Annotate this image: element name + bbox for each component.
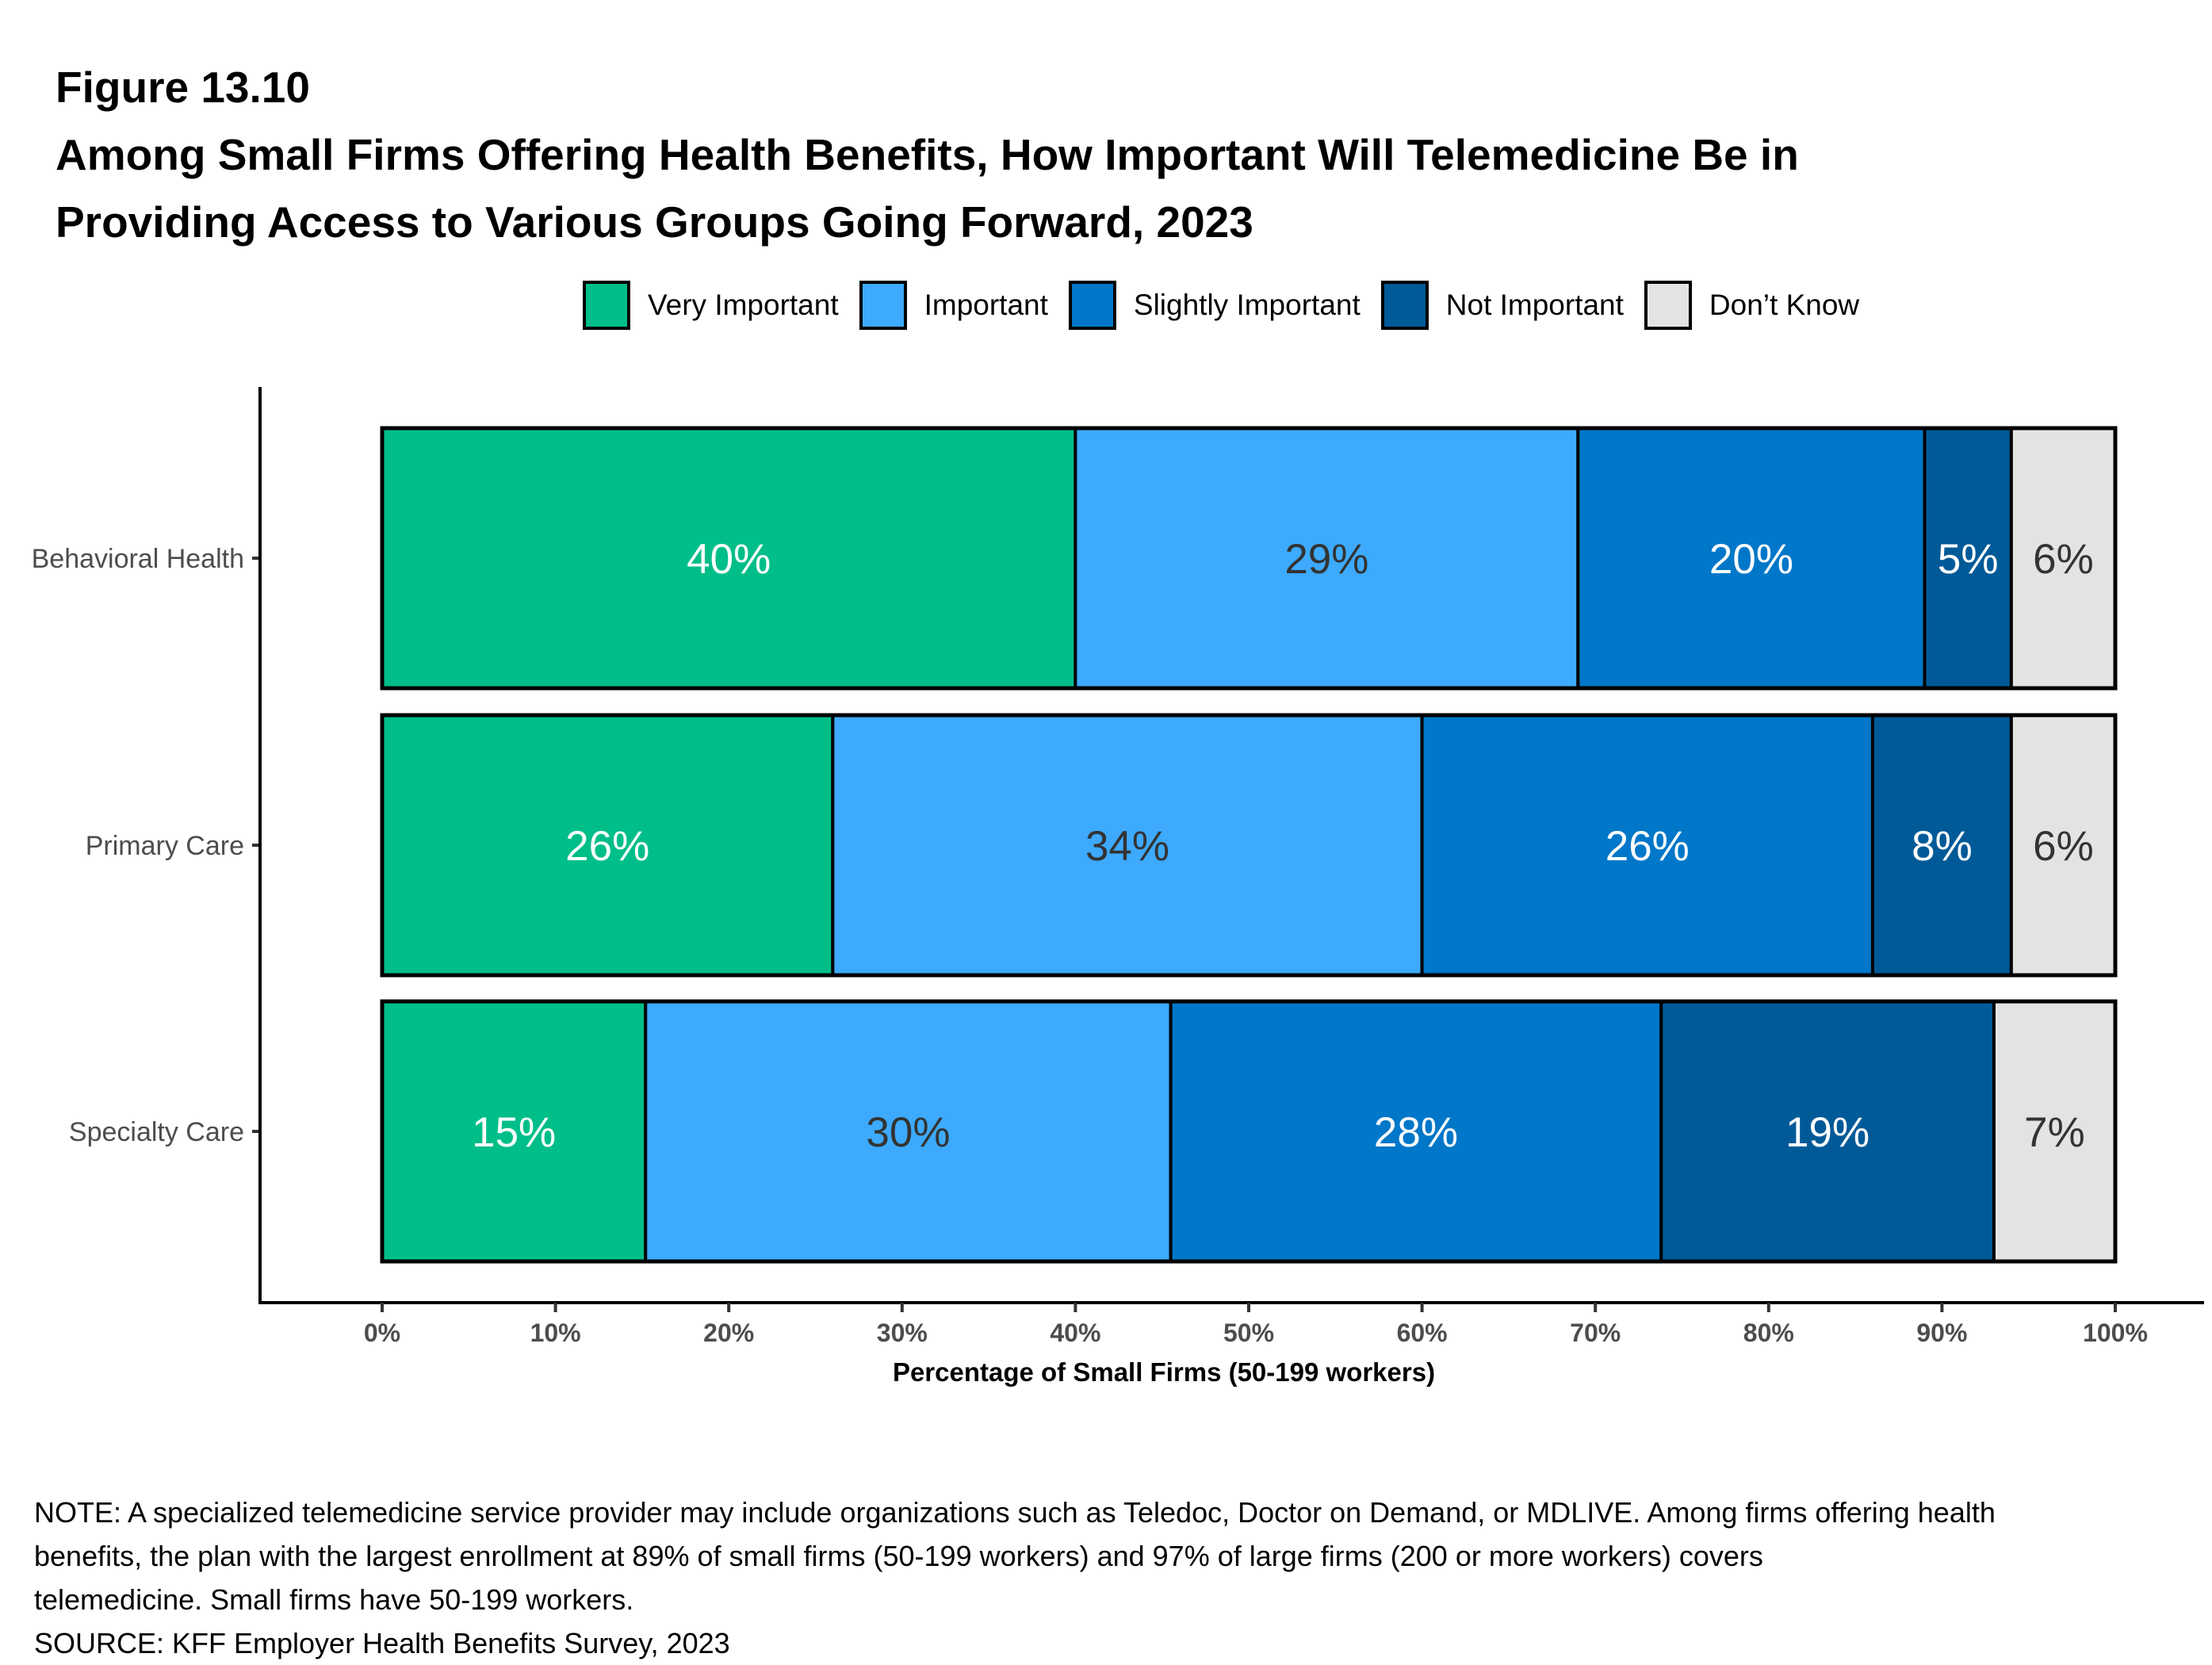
note-line-3: telemedicine. Small firms have 50-199 wo… [34,1583,634,1616]
data-label: 19% [1785,1109,1869,1156]
figure-label: Figure 13.10 [55,63,310,112]
legend-label: Very Important [648,289,839,321]
bar-outline [380,713,2118,978]
legend: Very Important Important Slightly Import… [583,278,1880,333]
x-axis-title: Percentage of Small Firms (50-199 worker… [893,1357,1435,1387]
legend-label: Important [924,289,1048,321]
bar-segment-not-important-primary-care [1870,714,2013,977]
bar-segment-slightly-important-behavioral-health [1576,427,1927,690]
bar-segment-don-t-know-primary-care [2009,714,2118,977]
legend-item-dont-know: Don’t Know [1644,281,1859,330]
bar-segment-very-important-behavioral-health [381,427,1077,690]
data-label: 28% [1374,1109,1458,1156]
legend-item-slightly-important: Slightly Important [1068,281,1360,330]
y-tick-label: Behavioral Health [32,544,244,574]
legend-swatch-not-important [1380,281,1429,330]
legend-label: Don’t Know [1709,289,1860,321]
legend-label: Slightly Important [1133,289,1360,321]
notes: NOTE: A specialized telemedicine service… [34,1491,1996,1665]
data-label: 26% [565,823,649,870]
data-label: 20% [1709,536,1793,583]
x-tick-label: 10% [530,1319,581,1347]
data-label: 26% [1605,823,1690,870]
legend-item-important: Important [859,281,1048,330]
legend-item-very-important: Very Important [583,281,839,330]
legend-swatch-slightly-important [1068,281,1116,330]
legend-swatch-very-important [583,281,630,330]
data-label: 34% [1085,823,1169,870]
x-tick-label: 100% [2083,1319,2148,1347]
bar-outline [380,426,2118,691]
data-label: 5% [1938,536,1999,583]
bars-group [380,426,2118,1264]
data-label: 7% [2024,1109,2085,1156]
data-label: 6% [2033,536,2094,583]
chart-title-line-1: Among Small Firms Offering Health Benefi… [55,130,1799,179]
bar-segment-slightly-important-specialty-care [1169,1000,1663,1263]
data-label: 8% [1912,823,1973,870]
x-tick-label: 60% [1397,1319,1448,1347]
bar-segment-not-important-behavioral-health [1923,427,2013,690]
bar-segment-important-specialty-care [644,1000,1173,1263]
legend-item-not-important: Not Important [1380,281,1624,330]
x-tick-label: 70% [1570,1319,1621,1347]
legend-swatch-dont-know [1644,281,1692,330]
x-tick-label: 0% [364,1319,400,1347]
x-tick-label: 40% [1050,1319,1100,1347]
bar-segment-slightly-important-primary-care [1420,714,1874,977]
x-tick-label: 80% [1743,1319,1794,1347]
legend-swatch-important [859,281,907,330]
y-axis: Behavioral Health Primary Care Specialty C… [32,387,262,1304]
bar-segment-don-t-know-specialty-care [1992,1000,2117,1263]
legend-label: Not Important [1445,289,1624,321]
data-label: 15% [472,1109,556,1156]
x-tick-label: 50% [1223,1319,1274,1347]
data-label: 30% [866,1109,950,1156]
bar-segment-don-t-know-behavioral-health [2009,427,2118,690]
note-line-2: benefits, the plan with the largest enro… [34,1540,1763,1572]
chart-title-line-2: Providing Access to Various Groups Going… [55,197,1253,247]
y-tick-label: Primary Care [86,831,244,861]
y-tick-label: Specialty Care [69,1117,244,1147]
data-label: 29% [1284,536,1368,583]
x-tick-label: 20% [703,1319,754,1347]
bar-segment-important-behavioral-health [1073,427,1580,690]
x-tick-label: 30% [877,1319,928,1347]
note-line-1: NOTE: A specialized telemedicine service… [34,1496,1996,1529]
source-line: SOURCE: KFF Employer Health Benefits Sur… [34,1627,730,1659]
bar-segment-not-important-specialty-care [1659,1000,1996,1263]
data-label: 6% [2033,823,2094,870]
x-tick-label: 90% [1916,1319,1967,1347]
bar-outline [380,999,2118,1264]
bar-labels-group: 40% 29% 20% 5% 6% 26% 34% 26% 8% 6% 15% 30% 28% 19% 7% [472,536,2094,1156]
data-label: 40% [687,536,771,583]
x-axis: 0% 10% 20% 30% 40% 50% 60% 70% 80% 90% 100% [258,1301,2204,1347]
bar-segment-very-important-primary-care [381,714,835,977]
